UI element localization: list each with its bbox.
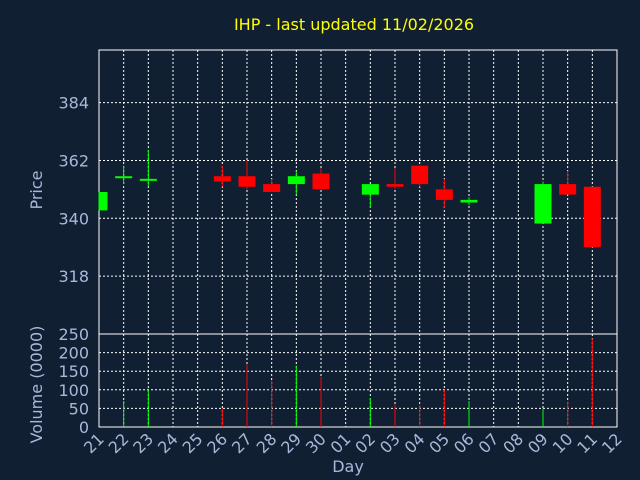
day-tick-label: 11 (573, 429, 601, 457)
day-tick-label: 12 (598, 429, 626, 457)
volume-tick-label: 250 (58, 325, 89, 344)
candle (534, 181, 552, 224)
volume-tick-label: 100 (58, 381, 89, 400)
day-axis-label: Day (332, 457, 364, 476)
candle-body (99, 192, 108, 211)
candle (386, 168, 404, 190)
volume-tick-label: 200 (58, 344, 89, 363)
day-tick-label: 22 (105, 429, 133, 457)
day-tick-label: 08 (499, 429, 527, 457)
candle-body (361, 184, 379, 195)
day-tick-label: 04 (401, 429, 429, 457)
candle (460, 197, 478, 206)
candle (115, 165, 133, 185)
candle-body (287, 176, 305, 185)
candle (287, 170, 305, 195)
candle (559, 170, 577, 195)
price-tick-label: 362 (58, 151, 89, 170)
candle (361, 184, 379, 208)
candle-body (312, 173, 330, 190)
candle-body (559, 184, 577, 195)
candle (312, 168, 330, 190)
day-tick-label: 30 (302, 429, 330, 457)
candle-body (460, 199, 478, 203)
candle-body (263, 184, 281, 192)
volume-tick-label: 0 (79, 418, 89, 437)
price-tick-label: 318 (58, 267, 89, 286)
candle-body (115, 176, 133, 179)
chart-title: IHP - last updated 11/02/2026 (234, 15, 474, 34)
candle (139, 149, 157, 187)
candle-body (238, 176, 256, 187)
day-tick-label: 01 (327, 429, 355, 457)
day-tick-label: 07 (475, 429, 503, 457)
candle (213, 165, 231, 187)
volume-axis-label: Volume (0000) (27, 326, 46, 444)
candle (98, 192, 108, 211)
day-tick-label: 06 (450, 429, 478, 457)
day-tick-label: 28 (253, 429, 281, 457)
price-tick-label: 340 (58, 209, 89, 228)
volume-tick-label: 50 (69, 399, 89, 418)
day-tick-label: 25 (179, 429, 207, 457)
price-tick-label: 384 (58, 94, 89, 113)
candle (411, 165, 429, 187)
candle (238, 160, 256, 190)
day-tick-label: 03 (376, 429, 404, 457)
volume-tick-label: 150 (58, 362, 89, 381)
candle-body (213, 176, 231, 182)
day-tick-label: 09 (524, 429, 552, 457)
day-tick-label: 02 (351, 429, 379, 457)
volume-panel-border (98, 333, 618, 428)
price-axis-label: Price (27, 170, 46, 209)
candle-body (411, 165, 429, 185)
day-tick-label: 23 (129, 429, 157, 457)
candle (583, 186, 601, 248)
candle (263, 178, 281, 192)
candle-body (534, 184, 552, 224)
day-tick-label: 05 (425, 429, 453, 457)
day-tick-label: 29 (277, 429, 305, 457)
candle-body (583, 186, 601, 248)
day-tick-label: 26 (203, 429, 231, 457)
price-panel: 318 340 362 384 (58, 49, 618, 335)
day-tick-label: 27 (228, 429, 256, 457)
candle-body (435, 189, 453, 200)
candle-body (386, 184, 404, 187)
candle (435, 178, 453, 208)
candle-body (139, 178, 157, 181)
volume-panel: 0501001502002502122232425262728293001020… (58, 325, 625, 457)
day-tick-label: 24 (154, 429, 182, 457)
day-tick-label: 10 (549, 429, 577, 457)
